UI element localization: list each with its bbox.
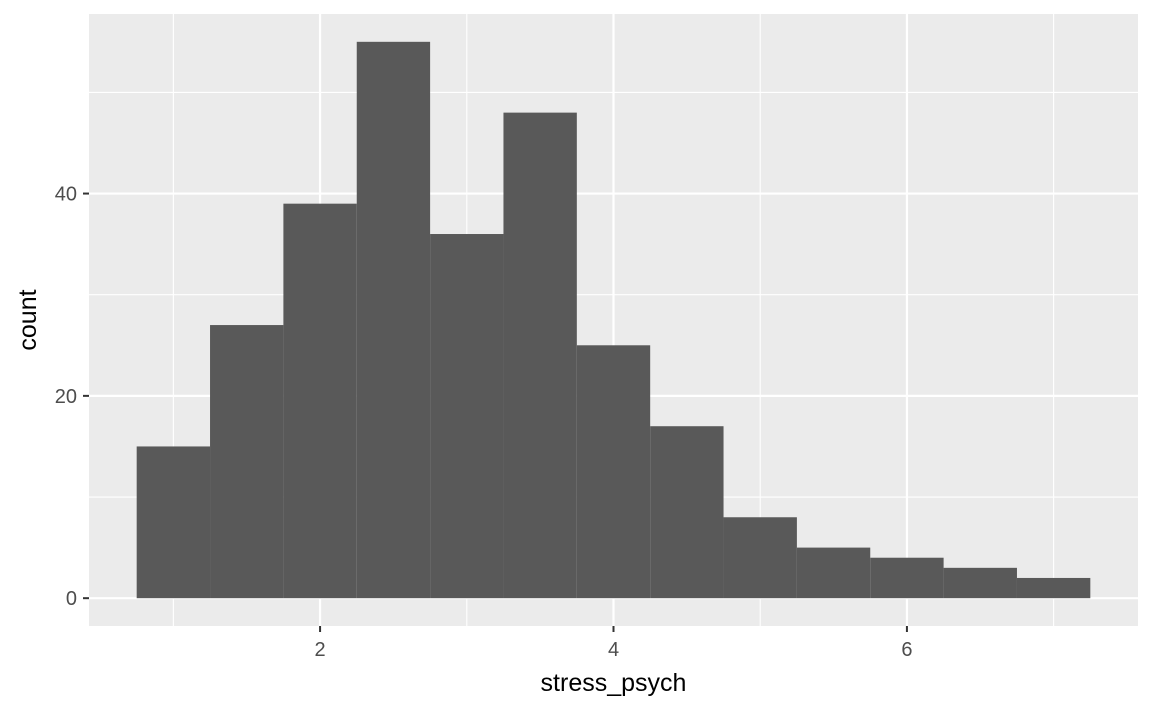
histogram-bar: [796, 547, 871, 599]
y-tick-label: 20: [55, 386, 77, 408]
histogram-bar: [650, 426, 724, 599]
histogram-bar: [870, 557, 944, 599]
y-axis-title: count: [14, 289, 42, 350]
histogram-bar: [283, 203, 357, 599]
histogram-bar: [503, 112, 577, 599]
histogram-bar: [723, 517, 797, 599]
x-tick-label: 6: [901, 639, 912, 661]
histogram-bar: [210, 325, 284, 599]
histogram-bar: [430, 234, 504, 599]
y-tick-label: 0: [66, 588, 77, 610]
histogram-bar: [1016, 577, 1091, 599]
axes: 0 20 40 2 4 6: [55, 184, 913, 661]
x-tick-label: 4: [608, 639, 619, 661]
x-axis-title: stress_psych: [541, 669, 687, 697]
x-tick-label: 2: [315, 639, 326, 661]
histogram-bar: [356, 41, 431, 599]
histogram-bar: [576, 345, 651, 599]
histogram-bar: [943, 567, 1017, 599]
y-tick-label: 40: [55, 184, 77, 206]
histogram-bar: [136, 446, 211, 599]
histogram-bars: [136, 41, 1091, 599]
